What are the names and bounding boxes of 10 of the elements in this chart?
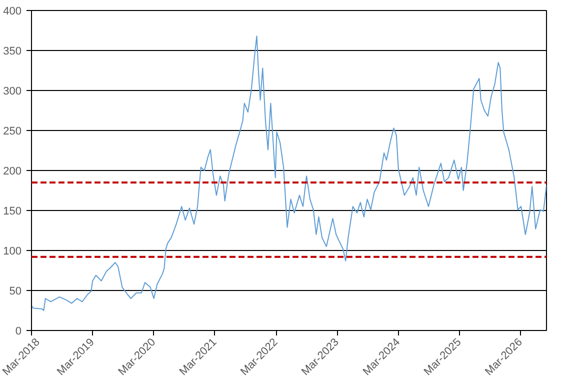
- y-tick-label: 50: [9, 286, 22, 298]
- y-tick-label: 150: [3, 206, 22, 218]
- line-series: [32, 36, 546, 311]
- y-tick-label: 350: [3, 46, 22, 58]
- y-tick-label: 200: [3, 166, 22, 178]
- y-tick-label: 100: [3, 246, 22, 258]
- y-tick-label: 0: [15, 326, 22, 338]
- y-tick-label: 300: [3, 86, 22, 98]
- y-tick-label: 400: [3, 6, 22, 18]
- y-tick-label: 250: [3, 126, 22, 138]
